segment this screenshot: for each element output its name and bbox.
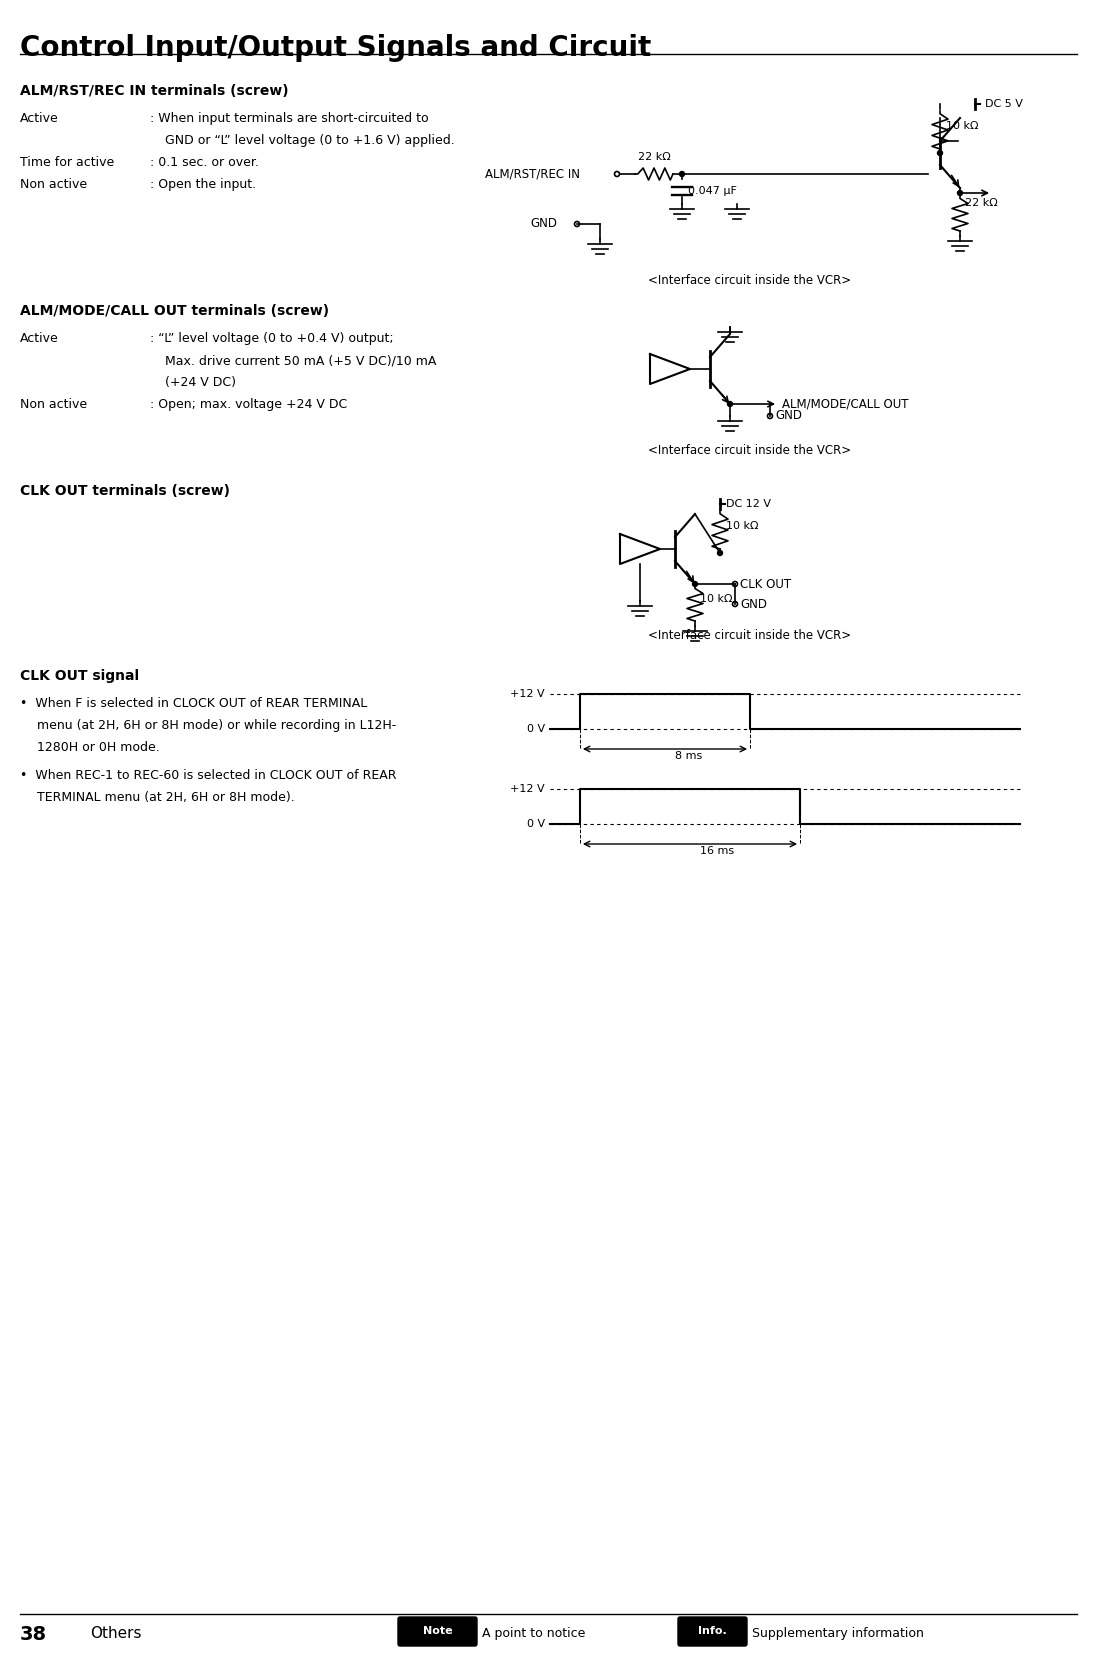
Circle shape [717, 551, 723, 556]
Text: DC 12 V: DC 12 V [726, 499, 771, 509]
Text: Supplementary information: Supplementary information [753, 1627, 924, 1641]
Text: 38: 38 [20, 1624, 47, 1644]
Text: GND: GND [530, 217, 557, 231]
Text: Note: Note [422, 1626, 452, 1636]
Text: GND or “L” level voltage (0 to +1.6 V) applied.: GND or “L” level voltage (0 to +1.6 V) a… [165, 134, 455, 148]
FancyBboxPatch shape [678, 1618, 747, 1646]
Text: : When input terminals are short-circuited to: : When input terminals are short-circuit… [150, 113, 429, 124]
Text: +12 V: +12 V [510, 785, 545, 795]
Text: CLK OUT: CLK OUT [740, 577, 791, 591]
Text: ALM/MODE/CALL OUT: ALM/MODE/CALL OUT [782, 398, 908, 410]
Text: <Interface circuit inside the VCR>: <Interface circuit inside the VCR> [648, 445, 851, 456]
Text: 10 kΩ: 10 kΩ [700, 594, 733, 604]
Text: menu (at 2H, 6H or 8H mode) or while recording in L12H-: menu (at 2H, 6H or 8H mode) or while rec… [37, 718, 396, 732]
Text: : Open the input.: : Open the input. [150, 178, 256, 191]
Text: : 0.1 sec. or over.: : 0.1 sec. or over. [150, 156, 259, 169]
Circle shape [679, 171, 685, 176]
Text: Active: Active [20, 332, 59, 345]
Text: Max. drive current 50 mA (+5 V DC)/10 mA: Max. drive current 50 mA (+5 V DC)/10 mA [165, 353, 437, 367]
FancyBboxPatch shape [398, 1618, 477, 1646]
Text: ALM/RST/REC IN terminals (screw): ALM/RST/REC IN terminals (screw) [20, 85, 289, 98]
Circle shape [938, 151, 942, 156]
Text: Non active: Non active [20, 398, 87, 411]
Text: GND: GND [740, 597, 767, 611]
Text: 1280H or 0H mode.: 1280H or 0H mode. [37, 742, 160, 753]
Text: 16 ms: 16 ms [700, 846, 734, 856]
Text: (+24 V DC): (+24 V DC) [165, 377, 236, 388]
Text: 22 kΩ: 22 kΩ [638, 153, 670, 163]
Text: 0 V: 0 V [527, 723, 545, 733]
Text: 8 ms: 8 ms [675, 752, 702, 761]
Text: 22 kΩ: 22 kΩ [965, 197, 998, 207]
Circle shape [958, 191, 962, 196]
Circle shape [692, 582, 698, 587]
Text: A point to notice: A point to notice [482, 1627, 586, 1641]
Circle shape [727, 401, 733, 406]
Text: 0.047 μF: 0.047 μF [688, 186, 737, 196]
Text: DC 5 V: DC 5 V [985, 100, 1022, 109]
Text: TERMINAL menu (at 2H, 6H or 8H mode).: TERMINAL menu (at 2H, 6H or 8H mode). [37, 791, 295, 805]
Text: ALM/RST/REC IN: ALM/RST/REC IN [485, 168, 580, 181]
Text: Info.: Info. [698, 1626, 727, 1636]
Text: : “L” level voltage (0 to +0.4 V) output;: : “L” level voltage (0 to +0.4 V) output… [150, 332, 394, 345]
Text: ALM/MODE/CALL OUT terminals (screw): ALM/MODE/CALL OUT terminals (screw) [20, 304, 329, 319]
Text: 10 kΩ: 10 kΩ [946, 121, 979, 131]
Text: Non active: Non active [20, 178, 87, 191]
Text: 0 V: 0 V [527, 820, 545, 830]
Text: Others: Others [90, 1626, 142, 1641]
Text: Time for active: Time for active [20, 156, 114, 169]
Text: <Interface circuit inside the VCR>: <Interface circuit inside the VCR> [648, 274, 851, 287]
Text: CLK OUT terminals (screw): CLK OUT terminals (screw) [20, 484, 230, 498]
Text: GND: GND [774, 410, 802, 423]
Text: +12 V: +12 V [510, 688, 545, 698]
Text: <Interface circuit inside the VCR>: <Interface circuit inside the VCR> [648, 629, 851, 642]
Text: : Open; max. voltage +24 V DC: : Open; max. voltage +24 V DC [150, 398, 348, 411]
Text: 10 kΩ: 10 kΩ [726, 521, 758, 531]
Text: Control Input/Output Signals and Circuit: Control Input/Output Signals and Circuit [20, 33, 652, 61]
Text: •  When REC-1 to REC-60 is selected in CLOCK OUT of REAR: • When REC-1 to REC-60 is selected in CL… [20, 770, 396, 781]
Text: •  When F is selected in CLOCK OUT of REAR TERMINAL: • When F is selected in CLOCK OUT of REA… [20, 697, 367, 710]
Text: CLK OUT signal: CLK OUT signal [20, 669, 139, 684]
Text: Active: Active [20, 113, 59, 124]
